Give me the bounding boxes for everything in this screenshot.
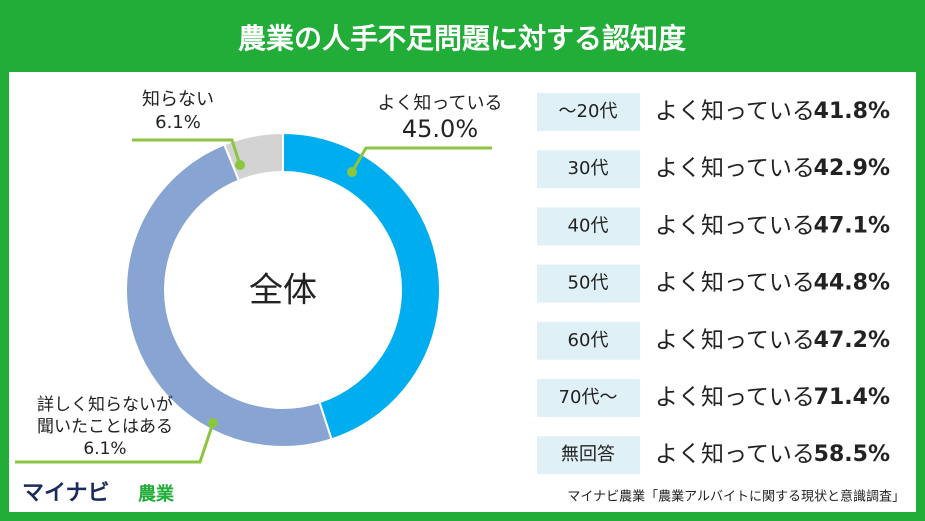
slice-label: 知らない [142, 89, 214, 110]
age-box [537, 150, 640, 189]
row-value: 47.2% [814, 328, 890, 353]
source: マイナビ農業「農業アルバイトに関する現状と意識調査」 [567, 489, 905, 505]
age-box [537, 93, 640, 131]
age-label: 50代 [568, 273, 609, 294]
title: 農業の人手不足問題に対する認知度 [238, 22, 686, 55]
row-value: 71.4% [814, 385, 890, 410]
slice-value: 6.1% [83, 439, 126, 459]
donut-slice [125, 143, 333, 448]
row-label: よく知っている [655, 99, 815, 125]
logo: マイナビ [22, 481, 110, 506]
leader-dot [347, 167, 357, 177]
row-label: よく知っている [655, 213, 815, 239]
row-value: 58.5% [814, 442, 890, 467]
age-box [537, 436, 640, 475]
slice-value: 45.0% [402, 115, 478, 143]
row-value: 47.1% [814, 213, 890, 238]
age-box [537, 207, 640, 246]
leader-line [15, 422, 215, 464]
age-label: 無回答 [561, 444, 615, 465]
row-label: よく知っている [655, 385, 815, 411]
logo-sub: 農業 [138, 483, 175, 505]
slice-value: 6.1% [155, 112, 201, 133]
age-label: 40代 [568, 215, 609, 236]
center-label: 全体 [249, 271, 317, 311]
row-label: よく知っている [655, 327, 815, 353]
donut-slice [282, 131, 441, 441]
row-value: 41.8% [814, 99, 890, 124]
row-label: よく知っている [655, 442, 815, 468]
donut [125, 131, 441, 448]
leader-dot [235, 160, 245, 170]
row-label: よく知っている [655, 270, 815, 296]
row-value: 44.8% [814, 271, 890, 296]
slice-label: よく知っている [377, 93, 502, 114]
leader-dot [208, 418, 218, 428]
leader-line [132, 138, 242, 166]
row-label: よく知っている [655, 156, 815, 182]
slice-label: 詳しく知らないが [37, 395, 173, 415]
slice-label: 聞いたことはある [37, 417, 173, 437]
age-box [537, 321, 640, 360]
leader-line [350, 146, 492, 173]
age-label: 〜20代 [559, 101, 618, 122]
age-label: 30代 [568, 158, 609, 179]
age-box [537, 264, 640, 303]
age-label: 60代 [568, 330, 609, 351]
row-value: 42.9% [814, 156, 890, 181]
age-box [537, 379, 640, 417]
age-label: 70代〜 [559, 387, 618, 408]
